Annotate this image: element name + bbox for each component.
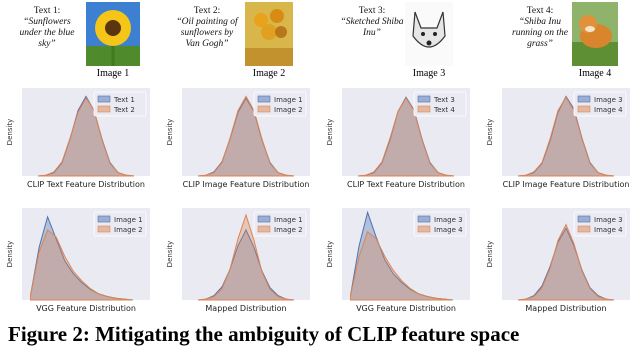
legend-label: Text 1 (113, 96, 135, 104)
legend-label: Image 2 (274, 226, 303, 234)
density-area (357, 97, 455, 177)
y-axis-label: Density (486, 119, 494, 146)
legend-swatch (417, 95, 431, 103)
x-axis-label: CLIP Text Feature Distribution (347, 180, 465, 189)
density-area (37, 97, 135, 177)
text-label: Text 1: (33, 6, 61, 16)
legend-label: Image 4 (594, 106, 623, 114)
legend-label: Image 2 (114, 226, 143, 234)
legend-label: Image 1 (274, 96, 303, 104)
x-axis-label: CLIP Image Feature Distribution (183, 180, 310, 189)
image-label: Image 1 (96, 68, 130, 79)
legend-label: Image 4 (594, 226, 623, 234)
y-axis-label: Density (166, 119, 174, 146)
legend-swatch (257, 95, 271, 103)
legend-label: Text 2 (113, 106, 135, 114)
y-axis-label: Density (326, 119, 334, 146)
image-shiba (572, 2, 618, 66)
image-painting (245, 2, 293, 66)
quote: “Sunflowers under the blue sky” (19, 17, 75, 49)
legend-label: Text 3 (433, 96, 455, 104)
density-area (517, 96, 615, 177)
y-axis-label: Density (6, 119, 14, 146)
image-sunflower (86, 2, 140, 66)
image-sketch (405, 2, 453, 66)
legend-swatch (97, 225, 111, 233)
legend-swatch (97, 95, 111, 103)
legend-swatch (97, 105, 111, 113)
text-label: Text 4: (526, 6, 554, 16)
y-axis-label: Density (326, 241, 334, 268)
x-axis-label: Mapped Distribution (205, 304, 286, 313)
legend-label: Image 1 (274, 216, 303, 224)
x-axis-label: Mapped Distribution (525, 304, 606, 313)
legend-label: Image 1 (114, 216, 143, 224)
text-prompt: Text 1: “Sunflowers under the blue sky” (15, 6, 79, 50)
legend-swatch (577, 215, 591, 223)
image-label: Image 4 (578, 68, 612, 79)
caption: Figure 2: Mitigating the ambiguity of CL… (8, 322, 520, 346)
text-prompt: Text 2: “Oil painting of sunflowers by Va… (175, 6, 239, 50)
x-axis-label: CLIP Text Feature Distribution (27, 180, 145, 189)
legend-swatch (417, 215, 431, 223)
legend-swatch (257, 105, 271, 113)
quote: “Sketched Shiba Inu” (340, 17, 404, 38)
image-label: Image 3 (412, 68, 446, 79)
legend-label: Image 3 (434, 216, 463, 224)
legend-swatch (577, 225, 591, 233)
legend-label: Image 4 (434, 226, 463, 234)
legend-swatch (257, 225, 271, 233)
text-prompt: Text 3: “Sketched Shiba Inu” (340, 6, 404, 39)
legend-swatch (97, 215, 111, 223)
quote: “Oil painting of sunflowers by Van Gogh” (176, 17, 238, 49)
x-axis-label: VGG Feature Distribution (36, 304, 136, 313)
density-area (197, 95, 295, 177)
density-area (350, 230, 453, 301)
legend-label: Text 4 (433, 106, 455, 114)
text-prompt: Text 4: “Shiba Inu running on the grass” (508, 6, 572, 50)
legend-swatch (417, 225, 431, 233)
y-axis-label: Density (486, 241, 494, 268)
density-area (197, 213, 295, 301)
legend-label: Image 3 (594, 96, 623, 104)
quote: “Shiba Inu running on the grass” (512, 17, 568, 49)
x-axis-label: VGG Feature Distribution (356, 304, 456, 313)
chart-grid: Density CLIP Text Feature Distribution Tex… (6, 88, 630, 313)
legend-swatch (417, 105, 431, 113)
text-label: Text 3: (358, 6, 386, 16)
y-axis-label: Density (6, 241, 14, 268)
y-axis-label: Density (166, 241, 174, 268)
legend-swatch (257, 215, 271, 223)
legend-swatch (577, 95, 591, 103)
legend-label: Image 3 (594, 216, 623, 224)
density-area (517, 223, 615, 301)
legend-swatch (577, 105, 591, 113)
image-label: Image 2 (252, 68, 286, 79)
text-label: Text 2: (193, 6, 221, 16)
legend-label: Image 2 (274, 106, 303, 114)
x-axis-label: CLIP Image Feature Distribution (503, 180, 630, 189)
density-area (30, 229, 133, 301)
